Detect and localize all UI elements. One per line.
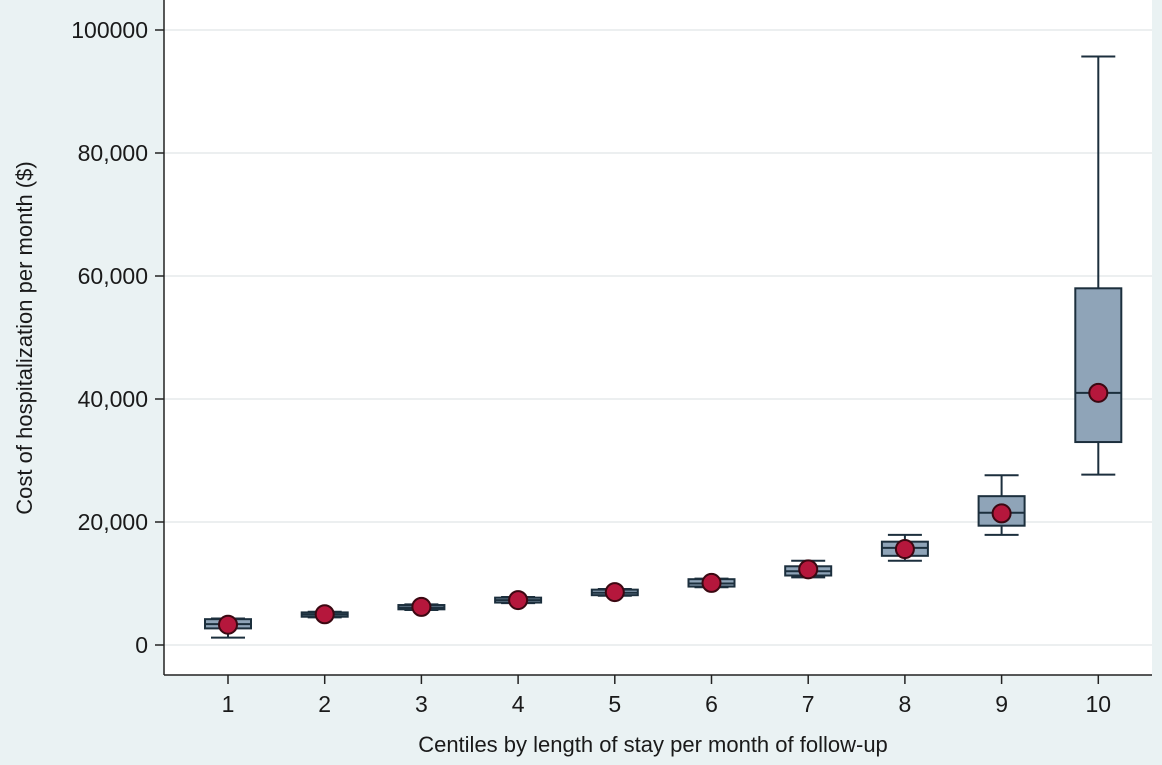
box-8: [880, 533, 929, 562]
y-tick-label: 80,000: [78, 140, 148, 166]
mean-marker: [218, 614, 238, 635]
mean-marker: [411, 596, 432, 617]
grid-lines: [164, 29, 1152, 646]
box-10: [1074, 55, 1123, 476]
y-tick-label: 20,000: [78, 509, 148, 535]
box-1: [204, 614, 252, 639]
mean-marker: [314, 604, 335, 625]
mean-marker: [991, 503, 1012, 524]
x-tick-label: 10: [1086, 691, 1112, 717]
x-tick-label: 1: [222, 691, 235, 717]
box-9: [977, 474, 1026, 536]
iqr-box: [1074, 287, 1123, 444]
y-axis-title: Cost of hospitalization per month ($): [12, 161, 37, 514]
x-tick-label: 7: [802, 691, 815, 717]
box-7: [784, 559, 833, 580]
box-3: [397, 596, 446, 617]
y-tick-label: 0: [135, 632, 148, 658]
x-tick-label: 9: [995, 691, 1008, 717]
x-axis-title: Centiles by length of stay per month of …: [418, 732, 888, 757]
mean-marker: [508, 590, 529, 611]
mean-marker: [701, 572, 722, 593]
y-axis-ticks: 0 20,000 40,000 60,000 80,000 100000: [71, 17, 164, 658]
x-tick-label: 3: [415, 691, 428, 717]
mean-marker: [798, 559, 819, 580]
mean-marker: [604, 582, 625, 603]
x-tick-label: 5: [608, 691, 621, 717]
mean-marker: [1088, 382, 1109, 403]
x-tick-label: 2: [318, 691, 331, 717]
box-6: [687, 572, 736, 593]
box-4: [494, 590, 543, 611]
box-5: [590, 582, 639, 603]
y-tick-label: 100000: [71, 17, 148, 43]
box-series: [204, 55, 1123, 639]
plot-area: [164, 0, 1152, 675]
box-2: [300, 604, 349, 625]
mean-marker: [894, 539, 915, 560]
x-axis-ticks: 1 2 3 4 5 6 7 8 9 10: [222, 675, 1111, 717]
x-tick-label: 4: [512, 691, 525, 717]
y-tick-label: 40,000: [78, 386, 148, 412]
y-tick-label: 60,000: [78, 263, 148, 289]
x-tick-label: 8: [899, 691, 912, 717]
x-tick-label: 6: [705, 691, 718, 717]
